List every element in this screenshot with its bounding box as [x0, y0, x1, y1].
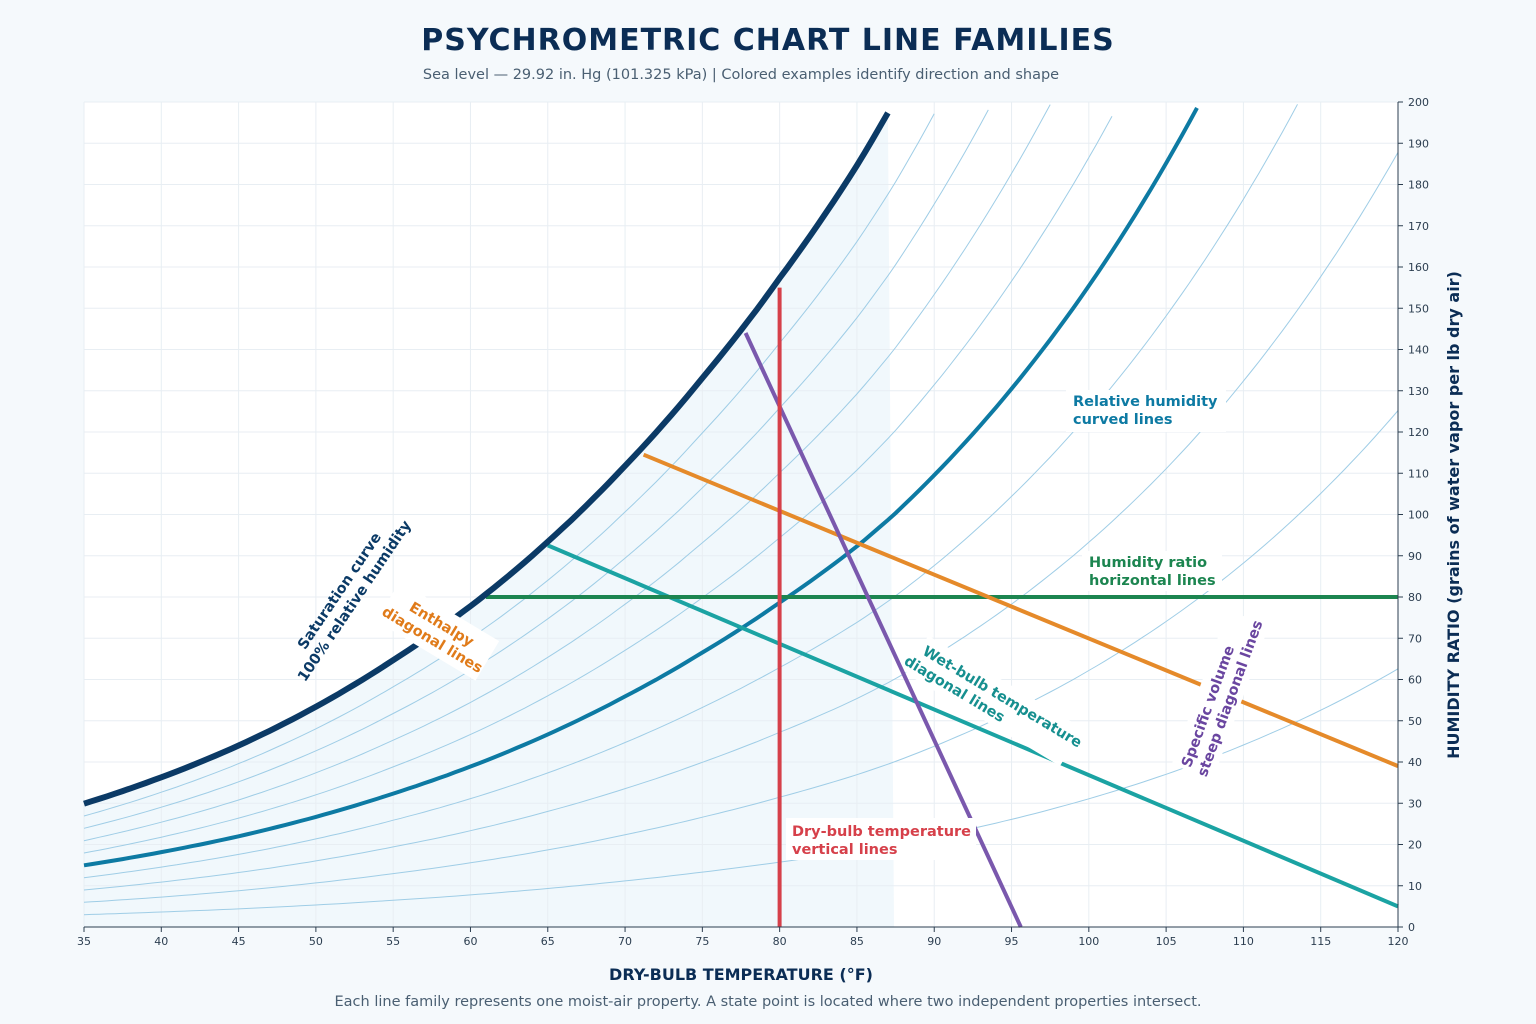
y-tick-label: 150 [1408, 302, 1429, 315]
relative-humidity-line [83, 152, 1399, 891]
relative-humidity-line [83, 410, 1399, 903]
y-tick-label: 10 [1408, 880, 1422, 893]
saturation-curve [83, 111, 891, 807]
footnote: Each line family represents one moist-ai… [335, 994, 1202, 1010]
y-tick-label: 30 [1408, 797, 1422, 810]
dry-bulb-annotation-line2: vertical lines [792, 842, 897, 858]
y-axis-ticks: 0 10 20 30 40 50 60 70 80 90 100 110 120 130 140 150 160… [1398, 96, 1429, 934]
y-tick-label: 50 [1408, 715, 1422, 728]
y-tick-label: 120 [1408, 426, 1429, 439]
y-tick-label: 100 [1408, 509, 1429, 522]
y-tick-label: 170 [1408, 220, 1429, 233]
x-tick-label: 40 [154, 935, 168, 948]
relative-humidity-annotation: Relative humidity curved lines [1066, 390, 1226, 432]
grid-lines [83, 101, 1399, 928]
y-tick-label: 80 [1408, 591, 1422, 604]
x-tick-label: 120 [1388, 935, 1409, 948]
y-tick-label: 140 [1408, 344, 1429, 357]
relative-humidity-line [83, 109, 989, 829]
x-axis-title: DRY-BULB TEMPERATURE (°F) [609, 965, 873, 984]
rh-annotation-line1: Relative humidity [1073, 394, 1218, 410]
y-tick-label: 130 [1408, 385, 1429, 398]
y-tick-label: 60 [1408, 674, 1422, 687]
x-tick-label: 115 [1310, 935, 1331, 948]
x-tick-label: 105 [1156, 935, 1177, 948]
x-tick-label: 50 [309, 935, 323, 948]
relative-humidity-curve-example [83, 106, 1199, 868]
x-tick-label: 80 [773, 935, 787, 948]
relative-humidity-line [83, 115, 1113, 854]
x-tick-label: 60 [463, 935, 477, 948]
x-tick-label: 85 [850, 935, 864, 948]
x-tick-label: 75 [695, 935, 709, 948]
y-tick-label: 70 [1408, 632, 1422, 645]
y-tick-label: 0 [1408, 921, 1415, 934]
hr-annotation-line2: horizontal lines [1089, 573, 1216, 589]
x-tick-label: 45 [232, 935, 246, 948]
x-tick-label: 55 [386, 935, 400, 948]
y-tick-label: 90 [1408, 550, 1422, 563]
chart-title: PSYCHROMETRIC CHART LINE FAMILIES [421, 23, 1115, 58]
y-tick-label: 160 [1408, 261, 1429, 274]
enthalpy-annotation-background [376, 581, 500, 681]
y-tick-label: 20 [1408, 839, 1422, 852]
rh-annotation-background [1066, 390, 1226, 432]
relative-humidity-line [83, 113, 935, 817]
x-tick-label: 95 [1005, 935, 1019, 948]
y-tick-label: 110 [1408, 467, 1429, 480]
specific-volume-annotation-background [1171, 610, 1270, 780]
dry-bulb-annotation: Dry-bulb temperature vertical lines [786, 818, 976, 860]
hr-annotation-background [1082, 551, 1222, 591]
x-axis-ticks: 35 40 45 50 55 60 65 70 75 80 85 90 95 100 105 110 115 12… [77, 927, 1409, 948]
rh-annotation-line2: curved lines [1073, 412, 1173, 428]
y-axis-title: HUMIDITY RATIO (grains of water vapor pe… [1444, 271, 1463, 759]
enthalpy-line [642, 452, 1399, 768]
y-tick-label: 180 [1408, 179, 1429, 192]
y-tick-label: 40 [1408, 756, 1422, 769]
chart-subtitle: Sea level — 29.92 in. Hg (101.325 kPa) |… [423, 67, 1059, 83]
x-tick-label: 110 [1233, 935, 1254, 948]
relative-humidity-line [83, 104, 1051, 842]
relative-humidity-line [83, 668, 1399, 916]
x-tick-label: 90 [927, 935, 941, 948]
dry-bulb-annotation-background [786, 818, 976, 860]
x-tick-label: 100 [1078, 935, 1099, 948]
y-tick-label: 190 [1408, 137, 1429, 150]
humidity-ratio-annotation: Humidity ratio horizontal lines [1082, 551, 1222, 591]
wet-bulb-line [547, 543, 1399, 909]
hr-annotation-line1: Humidity ratio [1089, 555, 1207, 571]
x-tick-label: 70 [618, 935, 632, 948]
dry-bulb-annotation-line1: Dry-bulb temperature [792, 824, 971, 840]
x-tick-label: 35 [77, 935, 91, 948]
y-tick-label: 200 [1408, 96, 1429, 109]
wet-bulb-annotation-background [905, 635, 1083, 767]
x-tick-label: 65 [541, 935, 555, 948]
